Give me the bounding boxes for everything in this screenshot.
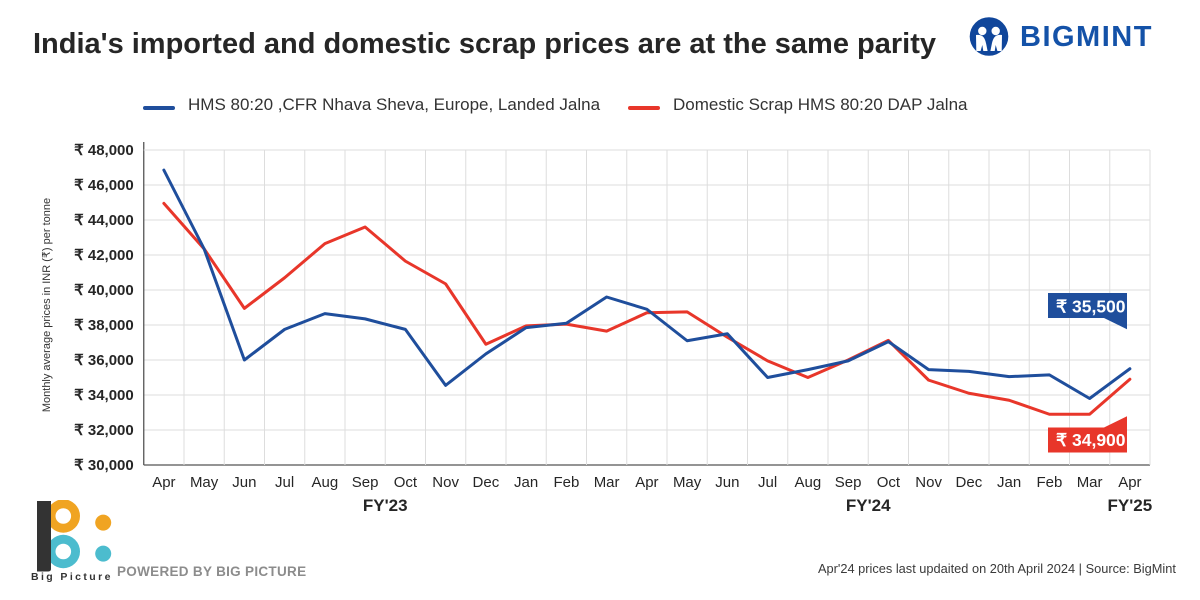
svg-text:Jun: Jun bbox=[232, 474, 256, 491]
svg-text:FY'24: FY'24 bbox=[846, 496, 891, 515]
svg-text:Sep: Sep bbox=[352, 474, 379, 491]
svg-text:Oct: Oct bbox=[394, 474, 418, 491]
svg-text:₹ 46,000: ₹ 46,000 bbox=[74, 177, 134, 194]
svg-text:Aug: Aug bbox=[795, 474, 822, 491]
svg-text:Jul: Jul bbox=[758, 474, 777, 491]
svg-text:Nov: Nov bbox=[432, 474, 459, 491]
svg-text:Dec: Dec bbox=[473, 474, 500, 491]
svg-text:Mar: Mar bbox=[594, 474, 620, 491]
svg-text:Dec: Dec bbox=[956, 474, 983, 491]
svg-text:Jan: Jan bbox=[514, 474, 538, 491]
svg-text:Feb: Feb bbox=[553, 474, 579, 491]
svg-text:₹ 34,000: ₹ 34,000 bbox=[74, 387, 134, 404]
svg-text:Apr: Apr bbox=[635, 474, 658, 491]
svg-text:₹ 42,000: ₹ 42,000 bbox=[74, 247, 134, 264]
svg-text:Aug: Aug bbox=[312, 474, 339, 491]
svg-text:FY'23: FY'23 bbox=[363, 496, 408, 515]
svg-text:FY'25: FY'25 bbox=[1108, 496, 1153, 515]
svg-text:May: May bbox=[190, 474, 219, 491]
svg-text:₹ 32,000: ₹ 32,000 bbox=[74, 422, 134, 439]
svg-text:Sep: Sep bbox=[835, 474, 862, 491]
svg-text:₹ 38,000: ₹ 38,000 bbox=[74, 317, 134, 334]
svg-text:₹ 35,500: ₹ 35,500 bbox=[1056, 297, 1126, 317]
svg-text:Jul: Jul bbox=[275, 474, 294, 491]
svg-text:₹ 34,900: ₹ 34,900 bbox=[1056, 430, 1126, 450]
svg-text:₹ 30,000: ₹ 30,000 bbox=[74, 457, 134, 474]
svg-text:₹ 40,000: ₹ 40,000 bbox=[74, 282, 134, 299]
svg-text:Feb: Feb bbox=[1036, 474, 1062, 491]
svg-text:₹ 48,000: ₹ 48,000 bbox=[74, 142, 134, 159]
svg-text:₹ 36,000: ₹ 36,000 bbox=[74, 352, 134, 369]
svg-text:Apr: Apr bbox=[1118, 474, 1141, 491]
svg-text:Nov: Nov bbox=[915, 474, 942, 491]
svg-text:₹ 44,000: ₹ 44,000 bbox=[74, 212, 134, 229]
svg-text:Mar: Mar bbox=[1077, 474, 1103, 491]
svg-text:Jun: Jun bbox=[715, 474, 739, 491]
svg-text:Jan: Jan bbox=[997, 474, 1021, 491]
svg-text:Apr: Apr bbox=[152, 474, 175, 491]
svg-text:Oct: Oct bbox=[877, 474, 901, 491]
svg-text:May: May bbox=[673, 474, 702, 491]
